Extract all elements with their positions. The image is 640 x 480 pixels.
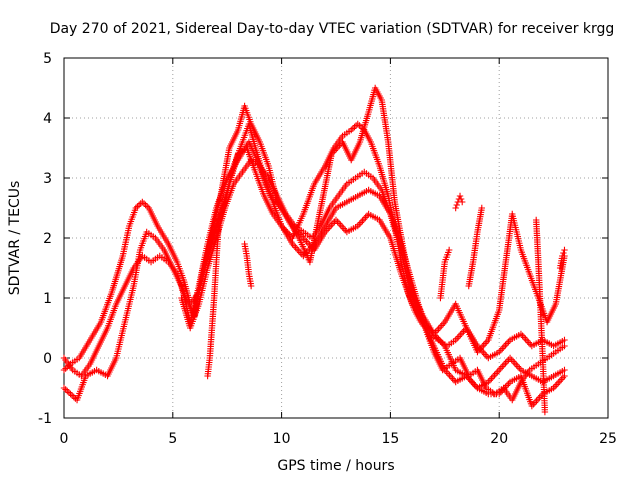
data-point bbox=[247, 282, 255, 290]
x-axis-label: GPS time / hours bbox=[277, 458, 394, 474]
data-point bbox=[62, 386, 69, 393]
data-point bbox=[70, 393, 77, 401]
data-point bbox=[561, 336, 568, 344]
data-point bbox=[140, 200, 148, 207]
data-point bbox=[64, 387, 71, 395]
y-tick-label: 1 bbox=[43, 291, 52, 307]
data-point bbox=[561, 372, 568, 380]
data-point bbox=[478, 204, 485, 212]
data-point bbox=[452, 204, 459, 212]
data-point bbox=[559, 252, 566, 260]
y-axis-label: SDTVAR / TECUs bbox=[7, 181, 23, 296]
data-point bbox=[354, 120, 361, 128]
series-trace-j bbox=[437, 246, 453, 302]
x-tick-label: 0 bbox=[60, 431, 69, 447]
series-trace-k bbox=[532, 216, 549, 416]
data-point bbox=[561, 366, 568, 374]
y-tick-label: 3 bbox=[43, 171, 52, 187]
series-trace-h bbox=[452, 192, 466, 212]
y-tick-label: 0 bbox=[43, 351, 52, 367]
series-trace-i bbox=[465, 204, 485, 290]
data-point bbox=[65, 389, 73, 396]
x-tick-label: 25 bbox=[599, 431, 617, 447]
data-point bbox=[215, 222, 222, 230]
data-marks bbox=[60, 84, 568, 416]
data-point bbox=[561, 342, 568, 350]
data-point bbox=[142, 201, 149, 209]
axis-ticks: 0 5 10 15 20 25 -1 0 1 2 3 4 5 bbox=[38, 51, 617, 447]
data-point bbox=[67, 390, 74, 398]
data-point bbox=[349, 125, 357, 132]
data-point bbox=[459, 198, 466, 206]
data-point bbox=[457, 195, 465, 203]
series-trace-f bbox=[204, 222, 222, 380]
series-trace-c bbox=[60, 138, 568, 410]
data-point bbox=[456, 192, 464, 200]
series-trace-l bbox=[556, 246, 568, 272]
y-tick-label: 4 bbox=[43, 111, 52, 127]
data-point bbox=[68, 392, 76, 399]
x-tick-label: 20 bbox=[490, 431, 508, 447]
data-point bbox=[351, 123, 358, 131]
chart-title: Day 270 of 2021, Sidereal Day-to-day VTE… bbox=[50, 21, 615, 37]
series-trace-e bbox=[178, 156, 568, 404]
data-point bbox=[60, 366, 68, 374]
data-point bbox=[541, 408, 549, 416]
x-tick-label: 5 bbox=[168, 431, 177, 447]
y-tick-label: 5 bbox=[43, 51, 52, 67]
data-point bbox=[561, 246, 568, 254]
data-point bbox=[453, 201, 460, 209]
data-point bbox=[445, 246, 453, 254]
y-tick-label: -1 bbox=[38, 411, 52, 427]
x-tick-label: 15 bbox=[381, 431, 399, 447]
data-point bbox=[560, 249, 567, 257]
data-point bbox=[139, 198, 146, 206]
series-trace-g bbox=[241, 240, 255, 290]
data-point bbox=[60, 384, 68, 392]
y-tick-label: 2 bbox=[43, 231, 52, 247]
data-point bbox=[356, 122, 363, 129]
x-tick-label: 10 bbox=[273, 431, 291, 447]
data-point bbox=[135, 201, 143, 209]
